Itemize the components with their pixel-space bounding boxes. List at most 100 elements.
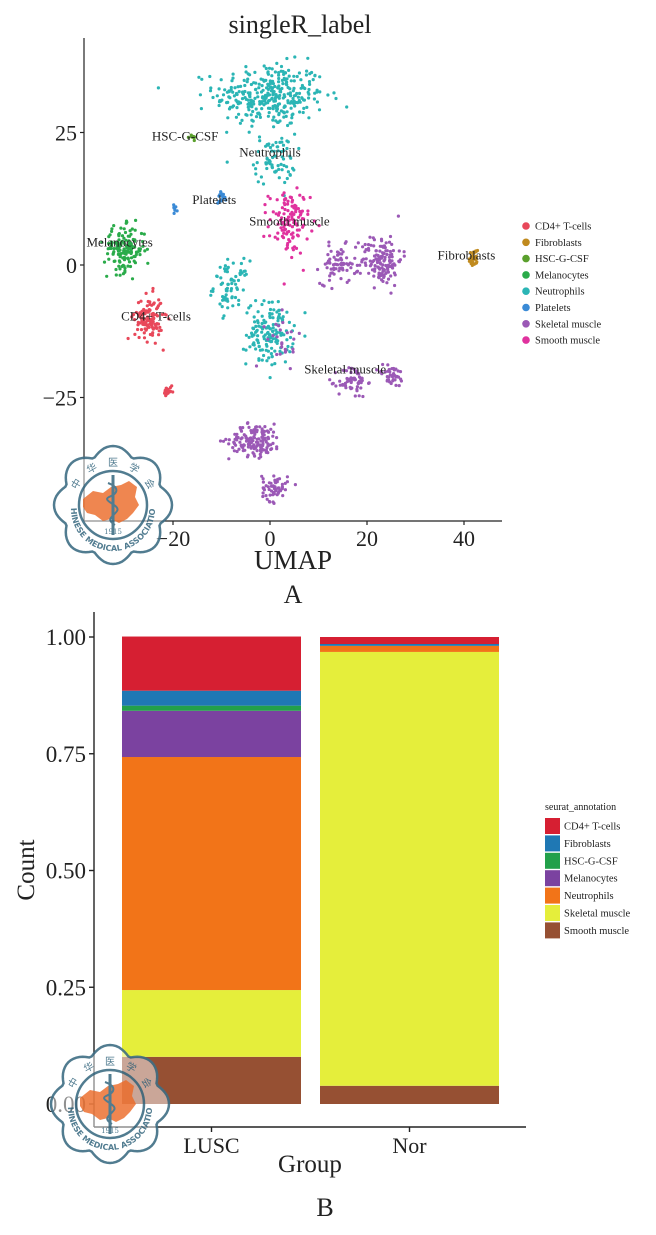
- umap-point: [230, 105, 234, 109]
- umap-point: [248, 437, 252, 441]
- umap-point: [280, 482, 284, 486]
- umap-point: [275, 341, 279, 345]
- umap-point: [298, 213, 302, 217]
- umap-point: [218, 439, 223, 443]
- umap-point: [363, 250, 367, 254]
- umap-point: [126, 264, 130, 268]
- umap-point: [260, 447, 264, 451]
- umap-point: [339, 262, 343, 266]
- umap-point: [379, 273, 383, 278]
- umap-point: [339, 248, 343, 252]
- umap-point: [293, 483, 297, 487]
- umap-point: [285, 165, 289, 169]
- umap-point: [361, 245, 365, 249]
- umap-point: [288, 223, 292, 227]
- umap-point: [251, 444, 255, 448]
- umap-point: [281, 96, 285, 100]
- umap-point: [280, 341, 284, 345]
- umap-point: [240, 118, 244, 122]
- umap-point: [253, 70, 257, 74]
- umap-point: [347, 366, 351, 370]
- umap-point: [117, 232, 121, 236]
- umap-point: [240, 97, 245, 101]
- umap-point: [384, 241, 388, 245]
- umap-point: [283, 104, 287, 108]
- umap-point: [218, 302, 222, 306]
- umap-point: [285, 110, 289, 114]
- umap-point: [260, 358, 264, 362]
- umap-point: [293, 55, 297, 59]
- umap-point: [289, 94, 293, 98]
- umap-point: [271, 490, 275, 494]
- umap-point: [271, 430, 276, 434]
- umap-point: [283, 218, 287, 222]
- umap-point: [224, 198, 228, 202]
- umap-point: [471, 251, 476, 255]
- umap-point: [280, 78, 284, 82]
- legend-key: [522, 271, 530, 279]
- umap-point: [145, 304, 149, 308]
- umap-point: [280, 308, 284, 312]
- umap-point: [327, 278, 332, 282]
- umap-point: [366, 243, 371, 247]
- umap-point: [231, 304, 235, 308]
- legend-label: HSC-G-CSF: [535, 254, 589, 265]
- umap-point: [375, 260, 380, 265]
- umap-point: [208, 89, 213, 93]
- umap-point: [332, 272, 336, 276]
- umap-point: [130, 315, 134, 319]
- umap-point: [260, 330, 264, 334]
- umap-point: [259, 90, 264, 94]
- umap-point: [231, 76, 235, 80]
- umap-point: [275, 104, 280, 108]
- umap-point: [290, 215, 294, 219]
- umap-point: [234, 282, 238, 286]
- umap-point: [119, 226, 123, 230]
- umap-point: [281, 143, 286, 147]
- umap-point: [318, 90, 322, 94]
- umap-point: [467, 257, 471, 261]
- umap-point: [349, 266, 353, 270]
- umap-point: [219, 276, 223, 280]
- umap-point: [209, 293, 213, 297]
- umap-point: [235, 438, 239, 442]
- umap-point: [245, 311, 249, 315]
- umap-point: [294, 246, 299, 250]
- umap-point: [261, 96, 265, 100]
- umap-point: [349, 370, 353, 375]
- umap-point: [277, 73, 281, 77]
- umap-point: [286, 199, 290, 203]
- umap-point: [344, 369, 349, 373]
- umap-point: [260, 302, 264, 307]
- umap-point: [264, 348, 268, 352]
- umap-point: [396, 369, 400, 373]
- legend-label: Melanocytes: [564, 874, 618, 885]
- umap-point: [305, 237, 309, 241]
- umap-point: [263, 425, 267, 429]
- umap-point: [252, 102, 256, 106]
- umap-point: [235, 435, 239, 439]
- umap-point: [397, 384, 401, 388]
- umap-point: [254, 81, 258, 85]
- umap-point: [271, 326, 275, 330]
- umap-point: [140, 318, 144, 322]
- umap-point: [247, 130, 251, 134]
- umap-point: [277, 308, 281, 312]
- umap-point: [211, 95, 215, 100]
- umap-point: [268, 500, 272, 504]
- umap-point: [144, 291, 148, 295]
- umap-point: [141, 244, 145, 248]
- umap-point: [303, 334, 307, 338]
- umap-point: [323, 262, 327, 266]
- umap-point: [387, 255, 391, 259]
- umap-point: [343, 381, 347, 385]
- legend-label: HSC-G-CSF: [564, 856, 618, 867]
- bar-segment: [320, 1085, 499, 1104]
- umap-point: [249, 304, 253, 308]
- umap-point: [241, 91, 245, 95]
- umap-point: [339, 277, 343, 281]
- umap-point: [317, 108, 322, 112]
- umap-point: [233, 295, 238, 300]
- umap-point: [287, 68, 291, 72]
